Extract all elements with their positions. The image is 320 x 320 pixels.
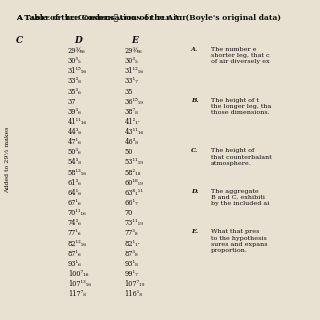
Text: The height of t
the longer leg, tha
those dimensions.: The height of t the longer leg, tha thos… [211,98,271,115]
Text: 99¹₇: 99¹₇ [125,270,139,278]
Text: 66¹₇: 66¹₇ [125,199,139,207]
Text: The height of
that counterbalant
atmosphere.: The height of that counterbalant atmosph… [211,148,271,166]
Text: 33³₈: 33³₈ [68,77,82,85]
Text: A Tᴀᴃʟᴇ ᴏғ ᴛʟᴇ Cᴏɴᴅᴇɴᑕᴀᴛɪᴏɴ ᴏғ ᴛʟᴇ Aɪг: A Tᴀᴃʟᴇ ᴏғ ᴛʟᴇ Cᴏɴᴅᴇɴᑕᴀᴛɪᴏɴ ᴏғ ᴛʟᴇ Aɪг [16,14,187,22]
Text: 31¹⁵₁₆: 31¹⁵₁₆ [68,67,87,75]
Text: 107⁷₁₉: 107⁷₁₉ [125,280,145,288]
Text: C.: C. [191,148,198,153]
Text: 38⁷₈: 38⁷₈ [125,108,139,116]
Text: 117⁷₈: 117⁷₈ [68,290,86,298]
Text: D.: D. [191,189,198,194]
Text: 100⁷₁₆: 100⁷₁₆ [68,270,88,278]
Text: 58²₁₈: 58²₁₈ [125,169,141,177]
Text: 93¹₈: 93¹₈ [125,260,139,268]
Text: 37: 37 [68,98,76,106]
Text: E: E [131,36,138,44]
Text: 82¹₁·: 82¹₁· [125,240,140,248]
Text: 77¹₆: 77¹₆ [68,229,81,237]
Text: 87³₈: 87³₈ [125,250,138,258]
Text: The number e
shorter leg, that c
of air diversely ex: The number e shorter leg, that c of air … [211,47,269,64]
Text: 107¹³₁₆: 107¹³₁₆ [68,280,91,288]
Text: 116¹₈: 116¹₈ [125,290,143,298]
Text: 41¹¹₁₆: 41¹¹₁₆ [68,118,87,126]
Text: A Table of the Condensation of the Air  (Boyle's original data): A Table of the Condensation of the Air (… [16,14,281,22]
Text: 64¹₆: 64¹₆ [68,189,82,197]
Text: 35³₆: 35³₆ [68,87,82,95]
Text: 54³₈: 54³₈ [68,158,82,166]
Text: 36¹⁵₁₉: 36¹⁵₁₉ [125,98,144,106]
Text: 31¹²₁₆: 31¹²₁₆ [125,67,144,75]
Text: 67¹₆: 67¹₆ [68,199,82,207]
Text: 82¹²₁₆: 82¹²₁₆ [68,240,87,248]
Text: What that pres
to the hypothesis
sures and expans
proportion.: What that pres to the hypothesis sures a… [211,229,267,253]
Text: 93¹₆: 93¹₆ [68,260,82,268]
Text: 41²₁·: 41²₁· [125,118,141,126]
Text: 74³₆: 74³₆ [68,219,82,227]
Text: 33¹₇: 33¹₇ [125,77,139,85]
Text: C: C [16,36,23,44]
Text: 30³₅: 30³₅ [125,57,139,65]
Text: 29¾₆: 29¾₆ [68,47,85,55]
Text: 73¹¹₁₉: 73¹¹₁₉ [125,219,144,227]
Text: 77³₈: 77³₈ [125,229,138,237]
Text: B.: B. [191,98,198,103]
Text: 50: 50 [125,148,133,156]
Text: 46³₈: 46³₈ [125,138,139,146]
Text: 50³₆: 50³₆ [68,148,82,156]
Text: 39³₆: 39³₆ [68,108,82,116]
Text: The aggregate
B and C, exhibiti
by the included ai: The aggregate B and C, exhibiti by the i… [211,189,269,206]
Text: 53¹¹₁₉: 53¹¹₁₉ [125,158,144,166]
Text: 70¹¹₁₆: 70¹¹₁₆ [68,209,87,217]
Text: 44³₆: 44³₆ [68,128,82,136]
Text: 61³₆: 61³₆ [68,179,82,187]
Text: 70: 70 [125,209,133,217]
Text: Added to 29⅓ makes: Added to 29⅓ makes [5,127,11,193]
Text: 29¾₆: 29¾₆ [125,47,142,55]
Text: 30³₅: 30³₅ [68,57,82,65]
Text: 43¹¹₁₆: 43¹¹₁₆ [125,128,144,136]
Text: 47¹₆: 47¹₆ [68,138,82,146]
Text: 58¹³₁₆: 58¹³₁₆ [68,169,87,177]
Text: A.: A. [191,47,198,52]
Text: D: D [74,36,82,44]
Text: E.: E. [191,229,198,235]
Text: 87¹₆: 87¹₆ [68,250,82,258]
Text: 35: 35 [125,87,133,95]
Text: 63⁸₁¹¹: 63⁸₁¹¹ [125,189,144,197]
Text: 60¹⁸₁₉: 60¹⁸₁₉ [125,179,144,187]
